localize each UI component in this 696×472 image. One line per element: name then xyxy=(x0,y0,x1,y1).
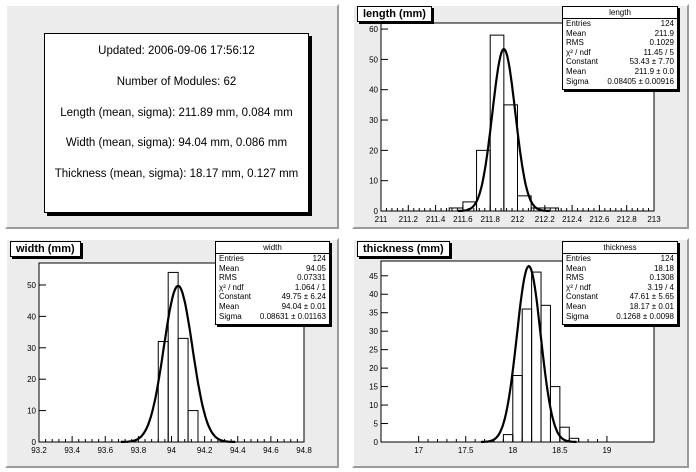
thickness-stats-box: thickness Entries 124 Mean 18.18 RMS 0.1308… xyxy=(562,241,678,325)
y-tick-label: 40 xyxy=(369,290,378,299)
x-tick-label: 93.8 xyxy=(131,446,147,455)
y-tick-label: 40 xyxy=(27,312,36,321)
stats-row: Sigma 0.08631 ± 0.01163 xyxy=(219,311,326,321)
y-tick-label: 10 xyxy=(369,401,378,410)
x-tick-label: 211.8 xyxy=(480,215,500,224)
y-tick-label: 10 xyxy=(369,177,378,186)
stats-row: RMS 0.1308 xyxy=(566,273,674,283)
y-tick-label: 20 xyxy=(369,364,378,373)
gaussian-fit-curve xyxy=(481,264,577,443)
stats-row: Mean 18.18 xyxy=(566,263,674,273)
x-tick-label: 211.6 xyxy=(453,215,473,224)
x-tick-label: 94.8 xyxy=(296,446,312,455)
x-tick-label: 94 xyxy=(167,446,176,455)
y-tick-label: 30 xyxy=(369,116,378,125)
y-tick-label: 20 xyxy=(27,375,36,384)
gaussian-fit-curve xyxy=(458,47,550,212)
stats-row: Entries 124 xyxy=(566,254,674,263)
length-title: length (mm) xyxy=(357,6,432,22)
y-tick-label: 15 xyxy=(369,383,378,392)
stats-header: width xyxy=(216,242,329,254)
thickness-pad: 17 17.5 18 18.5 19 0 5 10 15 20 25 30 35 40 45 thickne… xyxy=(352,238,689,468)
length-summary: Length (mean, sigma): 211.89 mm, 0.084 m… xyxy=(60,107,293,119)
stats-row: RMS 0.07331 xyxy=(219,273,326,283)
x-tick-label: 93.6 xyxy=(97,446,113,455)
x-tick-label: 212.4 xyxy=(562,215,583,224)
y-tick-label: 0 xyxy=(32,438,37,447)
stats-row: RMS 0.1029 xyxy=(566,38,674,48)
histogram-bin xyxy=(549,386,561,443)
histogram-bin xyxy=(540,304,551,443)
x-tick-label: 213 xyxy=(647,215,661,224)
thickness-title: thickness (mm) xyxy=(357,241,450,257)
x-tick-label: 211 xyxy=(375,215,388,224)
y-tick-label: 0 xyxy=(374,438,379,447)
x-tick-label: 19 xyxy=(602,446,611,455)
y-tick-label: 45 xyxy=(369,272,378,281)
y-tick-label: 40 xyxy=(369,86,378,95)
x-tick-label: 94.4 xyxy=(230,446,246,455)
y-tick-label: 30 xyxy=(27,344,36,353)
y-tick-label: 25 xyxy=(369,346,378,355)
x-tick-label: 17.5 xyxy=(458,446,474,455)
y-tick-label: 10 xyxy=(27,407,36,416)
x-tick-label: 18 xyxy=(508,446,517,455)
y-tick-label: 60 xyxy=(369,25,378,34)
stats-row: Constant 53.43 ± 7.70 xyxy=(566,57,674,67)
summary-box: Updated: 2006-09-06 17:56:12 Number of M… xyxy=(44,33,309,213)
updated-text: Updated: 2006-09-06 17:56:12 xyxy=(98,45,255,57)
stats-row: χ² / ndf 3.19 / 4 xyxy=(566,282,674,292)
x-tick-label: 94.6 xyxy=(263,446,279,455)
histogram-bin xyxy=(187,410,199,443)
stats-row: Mean 211.9 ± 0.0 xyxy=(566,66,674,76)
length-pad: 211 211.2 211.4 211.6 211.8 212 212.2 212.4 212.… xyxy=(352,4,689,229)
y-tick-label: 30 xyxy=(369,327,378,336)
y-tick-label: 50 xyxy=(27,281,36,290)
stats-header: length xyxy=(563,7,677,19)
x-tick-label: 93.4 xyxy=(64,446,80,455)
stats-row: Sigma 0.08405 ± 0.00916 xyxy=(566,76,674,86)
x-tick-label: 212.6 xyxy=(589,215,610,224)
stats-header: thickness xyxy=(563,242,677,254)
x-tick-label: 94.2 xyxy=(197,446,213,455)
stats-row: Constant 49.75 ± 6.24 xyxy=(219,292,326,302)
info-pad: Updated: 2006-09-06 17:56:12 Number of M… xyxy=(5,4,339,229)
x-tick-label: 18.5 xyxy=(552,446,568,455)
width-stats-box: width Entries 124 Mean 94.05 RMS 0.07331 χ²… xyxy=(215,241,330,325)
thickness-summary: Thickness (mean, sigma): 18.17 mm, 0.127… xyxy=(54,168,299,180)
x-tick-label: 93.2 xyxy=(31,446,47,455)
width-summary: Width (mean, sigma): 94.04 mm, 0.086 mm xyxy=(65,137,288,149)
y-tick-label: 35 xyxy=(369,309,378,318)
stats-row: Entries 124 xyxy=(566,19,674,28)
width-title: width (mm) xyxy=(10,241,81,257)
y-tick-label: 0 xyxy=(374,207,379,216)
stats-row: Mean 94.05 xyxy=(219,263,326,273)
x-tick-label: 212 xyxy=(511,215,525,224)
stats-row: Sigma 0.1268 ± 0.0098 xyxy=(566,311,674,321)
modules-text: Number of Modules: 62 xyxy=(116,76,237,88)
stats-row: χ² / ndf 11.45 / 5 xyxy=(566,47,674,57)
stats-row: Constant 47.61 ± 5.65 xyxy=(566,292,674,302)
length-stats-box: length Entries 124 Mean 211.9 RMS 0.1029 χ²… xyxy=(562,6,678,90)
stats-row: χ² / ndf 1.064 / 1 xyxy=(219,282,326,292)
histogram-bin xyxy=(177,337,189,443)
x-tick-label: 212.8 xyxy=(617,215,638,224)
x-tick-label: 17 xyxy=(414,446,423,455)
x-tick-label: 212.2 xyxy=(535,215,556,224)
y-tick-label: 20 xyxy=(369,146,378,155)
stats-row: Entries 124 xyxy=(219,254,326,263)
y-tick-label: 5 xyxy=(374,420,379,429)
histogram-bin xyxy=(503,104,519,212)
width-pad: 93.2 93.4 93.6 93.8 94 94.2 94.4 94.6 94.8 0 10 20 3… xyxy=(5,238,339,468)
stats-row: Mean 94.04 ± 0.01 xyxy=(219,301,326,311)
gaussian-fit-curve xyxy=(120,284,236,443)
x-tick-label: 211.2 xyxy=(399,215,419,224)
x-tick-label: 211.4 xyxy=(426,215,446,224)
y-tick-label: 50 xyxy=(369,55,378,64)
stats-row: Mean 211.9 xyxy=(566,28,674,38)
stats-row: Mean 18.17 ± 0.01 xyxy=(566,301,674,311)
